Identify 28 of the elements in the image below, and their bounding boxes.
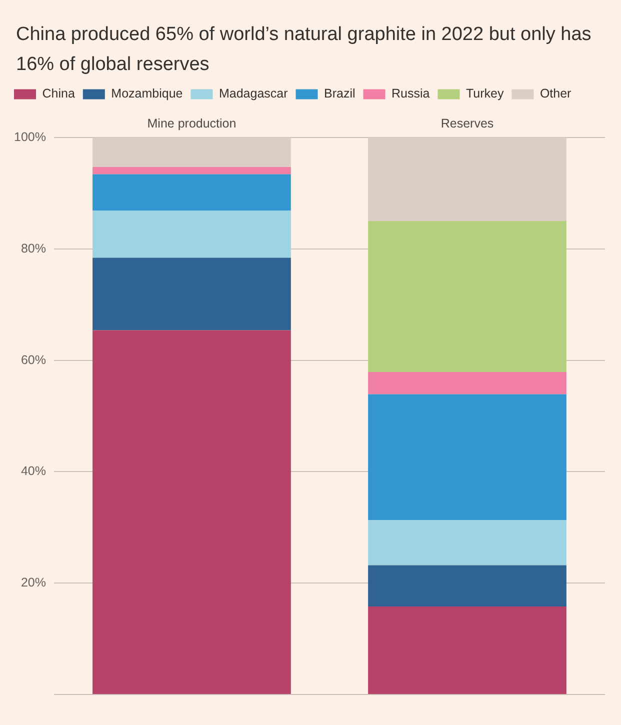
x-tick-label: Reserves bbox=[440, 116, 494, 130]
bar bbox=[92, 138, 291, 168]
legend-label: Madagascar bbox=[218, 86, 288, 101]
bar bbox=[92, 258, 291, 330]
legend-label: Turkey bbox=[466, 86, 504, 101]
bar bbox=[92, 174, 291, 210]
bar bbox=[368, 138, 566, 222]
legend-label: Brazil bbox=[324, 86, 356, 101]
y-tick-label: 20% bbox=[20, 576, 46, 590]
chart-title: China produced 65% of world’s natural graphite in 2022 but only has 16% of global reserves bbox=[16, 23, 592, 77]
bar bbox=[92, 167, 291, 174]
legend-label: Other bbox=[540, 86, 572, 101]
bar bbox=[92, 330, 291, 694]
legend-label: Russia bbox=[392, 86, 430, 101]
bar bbox=[368, 606, 566, 694]
bar bbox=[368, 372, 566, 394]
bar bbox=[368, 565, 566, 606]
legend-label: Mozambique bbox=[111, 86, 183, 101]
bar bbox=[368, 520, 566, 566]
y-tick-label: 40% bbox=[20, 464, 46, 478]
y-tick-label: 80% bbox=[20, 241, 46, 256]
bar bbox=[368, 394, 566, 520]
legend-label: China bbox=[42, 86, 75, 101]
y-tick-label: 60% bbox=[20, 352, 46, 367]
x-tick-label: Mine production bbox=[147, 116, 236, 130]
y-tick-label: 100% bbox=[14, 130, 46, 144]
bar bbox=[92, 210, 291, 258]
bar bbox=[368, 221, 566, 372]
